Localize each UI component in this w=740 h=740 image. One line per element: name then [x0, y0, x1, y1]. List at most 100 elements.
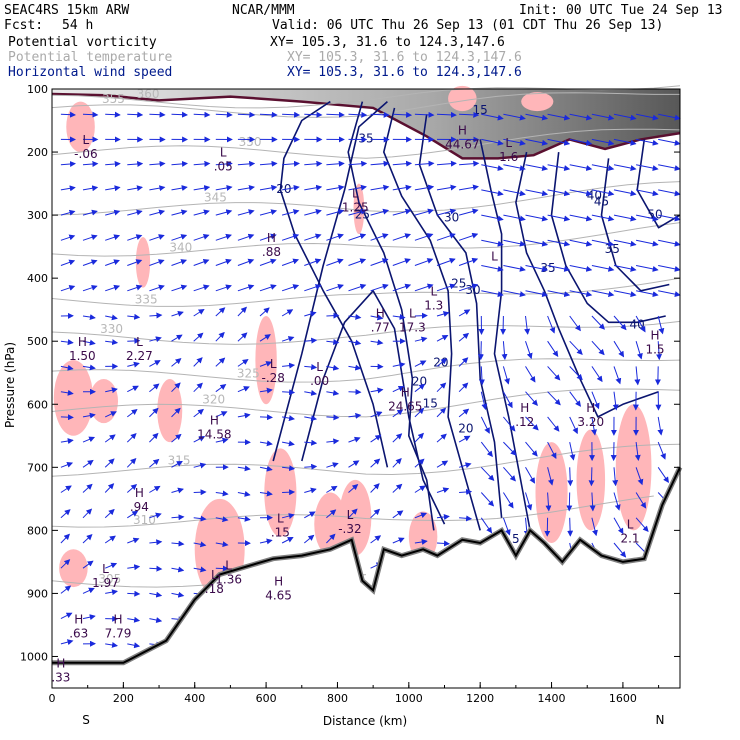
wind-vector: [436, 283, 456, 292]
wind-vector: [215, 516, 229, 523]
model-name: SEAC4RS 15km ARW: [4, 3, 130, 18]
wind-vector: [547, 265, 571, 272]
wind-vector: [304, 111, 323, 118]
wind-vector: [237, 359, 249, 367]
pv-patch: [59, 549, 88, 588]
wind-vector: [525, 214, 549, 222]
wind-vector: [348, 339, 362, 346]
pv-patch: [314, 492, 347, 556]
wind-vector: [326, 339, 340, 345]
wind-vector: [348, 283, 367, 292]
wind-vector: [436, 208, 457, 216]
wind-vector: [282, 465, 296, 472]
y-tick-label: 100: [27, 83, 48, 96]
wind-vector: [215, 384, 227, 393]
extremum-value: 17.3: [399, 320, 426, 334]
wind-vector: [127, 337, 141, 344]
wind-vector: [392, 433, 403, 443]
wind-contour-label: 45: [594, 195, 609, 209]
wind-vector: [193, 258, 210, 266]
wind-vector: [171, 382, 181, 393]
wind-vector: [215, 185, 233, 191]
wind-vector: [503, 265, 526, 272]
pv-patch: [535, 442, 568, 543]
wind-vector: [502, 366, 510, 385]
wind-vector: [458, 332, 470, 342]
wind-vector: [60, 639, 74, 646]
wind-vector: [193, 489, 207, 496]
wind-vector: [215, 541, 229, 548]
theta-contour: [51, 222, 681, 257]
wind-vector: [105, 209, 121, 216]
wind-vector: [326, 414, 340, 421]
wind-vector: [591, 315, 605, 330]
wind-vector: [370, 508, 381, 519]
wind-vector: [658, 214, 681, 222]
extremum-value: .77: [371, 320, 390, 334]
wind-vector: [392, 362, 406, 368]
wind-vector: [636, 164, 659, 171]
tropopause-line: [51, 92, 681, 160]
wind-vector: [193, 111, 211, 118]
wind-vector: [215, 233, 232, 241]
wind-vector: [259, 209, 278, 216]
wind-vector: [503, 138, 526, 146]
extremum-marker: L: [220, 146, 227, 160]
pv-patch: [615, 404, 652, 531]
wind-vector: [304, 390, 318, 396]
wind-vector: [259, 361, 273, 367]
y-axis-title: Pressure (hPa): [3, 342, 17, 428]
wind-vector: [348, 364, 362, 371]
wind-vector: [436, 311, 450, 317]
wind-vector: [392, 537, 405, 544]
wind-vector: [392, 313, 406, 320]
extremum-marker: L: [409, 306, 416, 320]
wind-vector: [304, 487, 317, 494]
y-tick-label: 400: [27, 272, 48, 285]
wind-vector: [458, 382, 469, 393]
wind-vector: [414, 312, 428, 319]
wind-vector: [215, 258, 232, 266]
extremum-marker: L: [83, 133, 90, 147]
extremum-value: 4.65: [265, 588, 292, 602]
field-name-theta: Potential temperature: [8, 50, 173, 65]
pv-patch: [66, 101, 95, 153]
wind-vector: [480, 441, 493, 458]
wind-contour-label: 20: [412, 374, 427, 388]
wind-vector: [636, 138, 659, 146]
wind-vector: [60, 234, 76, 241]
wind-vector: [370, 258, 389, 266]
wind-vector: [636, 290, 659, 298]
wind-vector: [613, 492, 621, 511]
x-axis-title: Distance (km): [323, 714, 407, 728]
extremum-marker: L: [136, 335, 143, 349]
wind-vector: [282, 362, 296, 369]
wind-vector: [547, 239, 571, 247]
wind-vector: [171, 487, 184, 494]
wind-vector: [525, 290, 549, 298]
extremum-value: 1.25: [342, 201, 369, 215]
wind-vector: [348, 388, 362, 395]
wind-vector: [392, 457, 402, 468]
wind-vector: [658, 138, 681, 146]
wind-vector: [547, 467, 554, 486]
wind-vector: [60, 285, 76, 292]
wind-vector: [613, 542, 627, 558]
wind-vector: [215, 160, 233, 167]
wind-vector: [658, 265, 681, 272]
wind-vector: [436, 407, 447, 418]
wind-vector: [326, 111, 345, 118]
y-tick-label: 800: [27, 524, 48, 537]
wind-vector: [591, 164, 615, 171]
wind-contour-label: 30: [465, 283, 480, 297]
wind-vector: [304, 415, 318, 422]
wind-vector: [193, 436, 206, 443]
wind-vector: [459, 184, 479, 191]
wind-vector: [370, 434, 382, 443]
wind-vector: [436, 487, 450, 494]
wind-contour-label: 20: [458, 422, 473, 436]
wind-vector: [105, 160, 121, 167]
theta-contour: [51, 128, 681, 159]
wind-vector: [105, 562, 118, 569]
